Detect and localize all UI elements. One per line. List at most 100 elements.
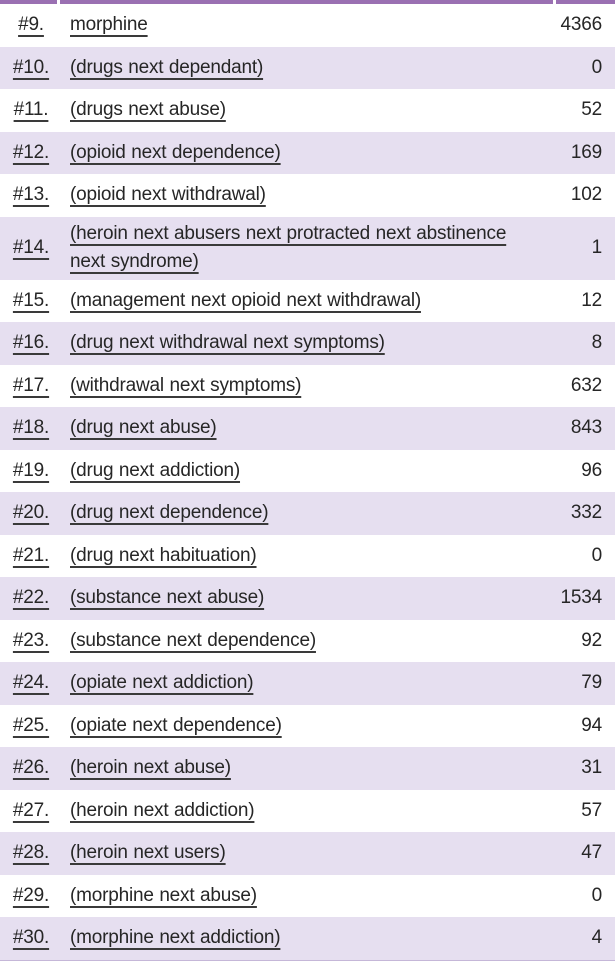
- row-number: #24.: [12, 672, 50, 694]
- search-term-cell: (drug next dependence): [62, 496, 553, 531]
- search-term: (heroin next addiction): [70, 799, 255, 821]
- row-number-cell: #25.: [0, 712, 62, 740]
- result-count: 94: [581, 714, 602, 736]
- result-count: 332: [570, 502, 602, 524]
- search-term-cell: (morphine next abuse): [62, 879, 553, 914]
- row-number-cell: #12.: [0, 139, 62, 167]
- search-term: (drugs next abuse): [70, 99, 226, 120]
- search-term-cell: (withdrawal next symptoms): [62, 369, 553, 404]
- row-number: #25.: [12, 714, 50, 736]
- table-bottom-border: [0, 959, 615, 961]
- row-number: #27.: [12, 799, 50, 821]
- row-number-cell: #17.: [0, 372, 62, 400]
- row-number: #22.: [12, 587, 50, 609]
- row-number-cell: #23.: [0, 627, 62, 655]
- search-term: (drug next abuse): [70, 417, 217, 438]
- table-row: #12. (opioid next dependence) 169: [0, 131, 615, 174]
- search-term-cell: (drug next habituation): [62, 539, 553, 574]
- row-number: #19.: [12, 459, 50, 481]
- row-number: #28.: [12, 842, 50, 864]
- row-number: #9.: [18, 14, 44, 36]
- table-row: #19. (drug next addiction) 96: [0, 449, 615, 492]
- table-row: #16. (drug next withdrawal next symptoms)…: [0, 322, 615, 365]
- search-term: (withdrawal next symptoms): [70, 374, 302, 396]
- search-term: (opioid next withdrawal): [70, 184, 266, 205]
- result-count: 1: [591, 237, 603, 258]
- row-number-cell: #10.: [0, 54, 62, 82]
- row-number: #29.: [12, 884, 50, 906]
- search-term: (opiate next dependence): [70, 714, 282, 736]
- result-count: 4366: [560, 14, 603, 36]
- result-count: 12: [581, 289, 602, 311]
- search-term-cell: (heroin next abuse): [62, 751, 553, 786]
- search-term-cell: (drugs next dependant): [62, 51, 553, 86]
- search-term-cell: (substance next dependence): [62, 624, 553, 659]
- table-top-border: [0, 0, 615, 4]
- search-term: (drug next addiction): [70, 459, 241, 481]
- result-count: 52: [581, 99, 602, 121]
- row-number-cell: #29.: [0, 882, 62, 910]
- result-count: 79: [581, 672, 602, 694]
- result-count: 0: [591, 56, 603, 78]
- search-term-cell: (heroin next abusers next protracted nex…: [62, 217, 553, 280]
- result-count: 57: [581, 799, 602, 821]
- row-number-cell: #11.: [0, 96, 62, 124]
- row-number-cell: #19.: [0, 457, 62, 485]
- row-number: #18.: [12, 417, 50, 439]
- table-row: #25. (opiate next dependence) 94: [0, 704, 615, 747]
- table-row: #13. (opioid next withdrawal) 102: [0, 174, 615, 217]
- row-number: #15.: [12, 289, 50, 311]
- row-number: #23.: [12, 629, 50, 651]
- row-number-cell: #24.: [0, 669, 62, 697]
- row-number: #10.: [12, 56, 50, 78]
- search-term-cell: (opioid next withdrawal): [62, 178, 553, 213]
- result-count: 96: [581, 459, 602, 481]
- row-number: #14.: [12, 237, 50, 258]
- table-row: #17. (withdrawal next symptoms) 632: [0, 364, 615, 407]
- row-number-cell: #28.: [0, 839, 62, 867]
- table-row: #9. morphine 4366: [0, 4, 615, 47]
- result-count: 31: [581, 757, 602, 779]
- search-term-cell: (management next opioid next withdrawal): [62, 284, 553, 319]
- result-count: 632: [570, 374, 602, 396]
- search-term-cell: (drug next addiction): [62, 454, 553, 489]
- result-count: 1534: [560, 587, 603, 609]
- row-number: #21.: [12, 544, 50, 566]
- table-row: #24. (opiate next addiction) 79: [0, 662, 615, 705]
- row-number-cell: #30.: [0, 924, 62, 952]
- row-number-cell: #14.: [0, 234, 62, 262]
- row-number: #13.: [12, 184, 50, 206]
- result-count: 843: [570, 417, 602, 439]
- search-term: (management next opioid next withdrawal): [70, 289, 421, 311]
- row-number-cell: #13.: [0, 181, 62, 209]
- row-number-cell: #18.: [0, 414, 62, 442]
- result-count: 8: [591, 332, 603, 354]
- row-number-cell: #16.: [0, 329, 62, 357]
- row-number: #11.: [13, 99, 49, 121]
- table-row: #26. (heroin next abuse) 31: [0, 747, 615, 790]
- result-count: 102: [570, 184, 602, 206]
- search-term: (substance next abuse): [70, 587, 265, 608]
- result-count: 47: [581, 842, 602, 864]
- table-row: #21. (drug next habituation) 0: [0, 534, 615, 577]
- search-term-cell: (drug next abuse): [62, 411, 553, 446]
- table-row: #22. (substance next abuse) 1534: [0, 577, 615, 620]
- search-term-cell: (heroin next addiction): [62, 794, 553, 829]
- search-term: (substance next dependence): [70, 629, 316, 651]
- result-count: 0: [591, 884, 603, 906]
- result-count: 169: [570, 141, 602, 163]
- row-number-cell: #21.: [0, 542, 62, 570]
- search-term: (morphine next addiction): [70, 927, 281, 948]
- search-term: (drug next withdrawal next symptoms): [70, 332, 385, 353]
- search-term: (heroin next abusers next protracted nex…: [70, 222, 507, 273]
- search-term: (drugs next dependant): [70, 56, 264, 78]
- search-term-cell: (drugs next abuse): [62, 93, 553, 128]
- table-row: #10. (drugs next dependant) 0: [0, 46, 615, 89]
- row-number: #30.: [12, 927, 50, 949]
- table-row: #28. (heroin next users) 47: [0, 832, 615, 875]
- rows-container: #9. morphine 4366 #10. (drugs next dependant…: [0, 4, 615, 960]
- search-term: (opiate next addiction): [70, 672, 254, 693]
- search-term: (drug next dependence): [70, 502, 269, 523]
- table-row: #14. (heroin next abusers next protracted…: [0, 216, 615, 280]
